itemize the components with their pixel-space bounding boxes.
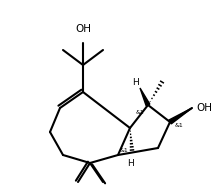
Polygon shape bbox=[169, 108, 192, 124]
Text: &1: &1 bbox=[120, 148, 129, 153]
Text: &1: &1 bbox=[136, 110, 145, 114]
Text: OH: OH bbox=[196, 103, 212, 113]
Text: H: H bbox=[132, 77, 138, 87]
Text: H: H bbox=[127, 159, 133, 168]
Text: OH: OH bbox=[75, 24, 91, 34]
Text: &1: &1 bbox=[175, 122, 184, 128]
Polygon shape bbox=[140, 88, 150, 106]
